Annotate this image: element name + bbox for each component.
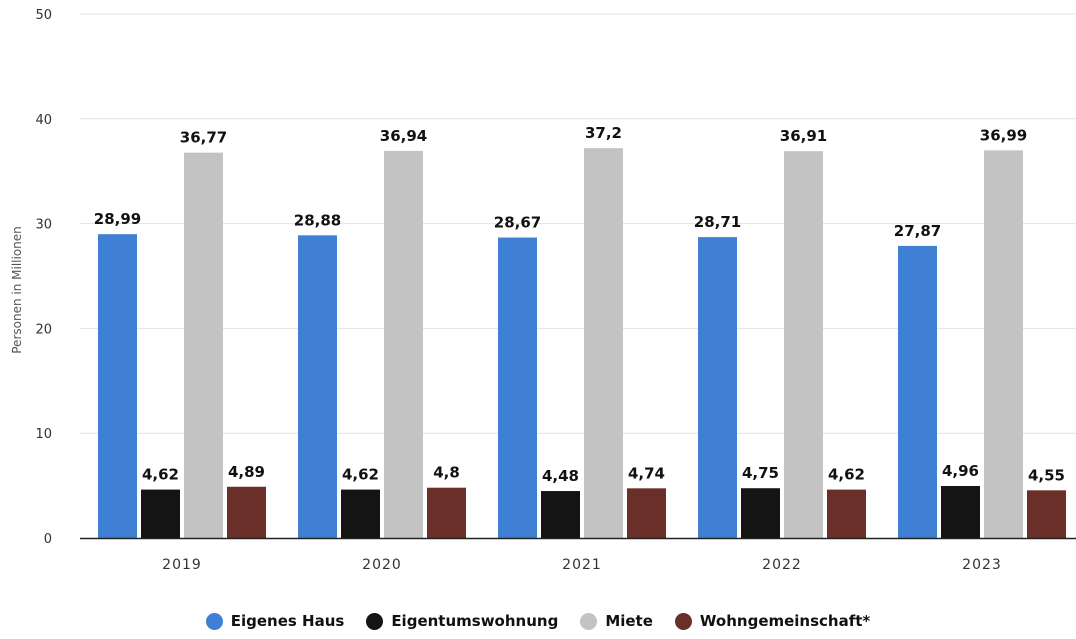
bar <box>741 488 780 538</box>
x-tick-label: 2020 <box>362 557 402 573</box>
y-tick-label: 40 <box>35 113 52 128</box>
x-tick-label: 2022 <box>762 557 802 573</box>
legend-item[interactable]: Eigenes Haus <box>205 612 345 630</box>
y-tick-label: 10 <box>35 427 52 442</box>
y-tick-label: 30 <box>35 218 52 233</box>
legend-item[interactable]: Eigentumswohnung <box>366 612 558 630</box>
data-label: 4,62 <box>828 466 865 484</box>
data-labels: 28,99 4,62 36,77 4,89 28,88 4,62 36,94 4,8 28,67… <box>94 124 1065 485</box>
data-label: 27,87 <box>894 222 941 240</box>
y-axis-ticks: 0 10 20 30 40 50 <box>35 8 52 547</box>
bar <box>698 237 737 538</box>
y-tick-label: 20 <box>35 322 52 337</box>
bar <box>784 151 823 538</box>
bar <box>541 491 580 538</box>
x-tick-label: 2023 <box>962 557 1002 573</box>
data-label: 36,77 <box>180 129 227 147</box>
bar <box>941 486 980 538</box>
data-label: 28,67 <box>494 214 541 232</box>
bar <box>427 487 466 538</box>
data-label: 37,2 <box>585 124 622 142</box>
data-label: 4,96 <box>942 462 979 480</box>
data-label: 28,99 <box>94 210 141 228</box>
legend-item[interactable]: Wohngemeinschaft* <box>674 612 871 630</box>
data-label: 36,99 <box>980 126 1027 144</box>
legend: Eigenes Haus Eigentumswohnung Miete Wohngem… <box>0 612 1076 630</box>
bar <box>98 234 137 538</box>
x-axis-ticks: 2019 2020 2021 2022 2023 <box>162 557 1002 573</box>
bar <box>584 148 623 539</box>
data-label: 36,91 <box>780 127 827 145</box>
bar <box>341 489 380 538</box>
bar <box>627 488 666 538</box>
data-label: 28,71 <box>694 213 741 231</box>
bar <box>498 237 537 539</box>
bar <box>141 489 180 538</box>
legend-label: Wohngemeinschaft* <box>699 612 871 630</box>
legend-swatch <box>674 612 692 630</box>
legend-item[interactable]: Miete <box>580 612 653 630</box>
data-label: 4,62 <box>142 466 179 484</box>
data-label: 4,89 <box>228 463 265 481</box>
data-label: 4,8 <box>433 464 460 482</box>
y-axis-label: Personen in Millionen <box>10 226 24 354</box>
data-label: 4,55 <box>1028 466 1065 484</box>
data-label: 28,88 <box>294 211 341 229</box>
x-tick-label: 2021 <box>562 557 602 573</box>
bar <box>298 235 337 539</box>
bar <box>1027 490 1066 538</box>
legend-swatch <box>366 612 384 630</box>
x-tick-label: 2019 <box>162 557 202 573</box>
bars <box>98 148 1066 539</box>
bar <box>384 150 423 538</box>
legend-swatch <box>205 612 223 630</box>
y-tick-label: 0 <box>44 532 52 547</box>
bar <box>227 486 266 538</box>
legend-label: Eigentumswohnung <box>391 612 559 630</box>
bar <box>898 245 937 538</box>
bar <box>827 489 866 538</box>
legend-swatch <box>580 612 598 630</box>
data-label: 36,94 <box>380 127 427 145</box>
legend-label: Eigenes Haus <box>230 612 345 630</box>
y-tick-label: 50 <box>35 8 52 23</box>
data-label: 4,75 <box>742 464 779 482</box>
legend-label: Miete <box>605 612 653 630</box>
data-label: 4,62 <box>342 466 379 484</box>
data-label: 4,74 <box>628 464 665 482</box>
bar <box>984 150 1023 539</box>
bar <box>184 152 223 539</box>
data-label: 4,48 <box>542 467 579 485</box>
